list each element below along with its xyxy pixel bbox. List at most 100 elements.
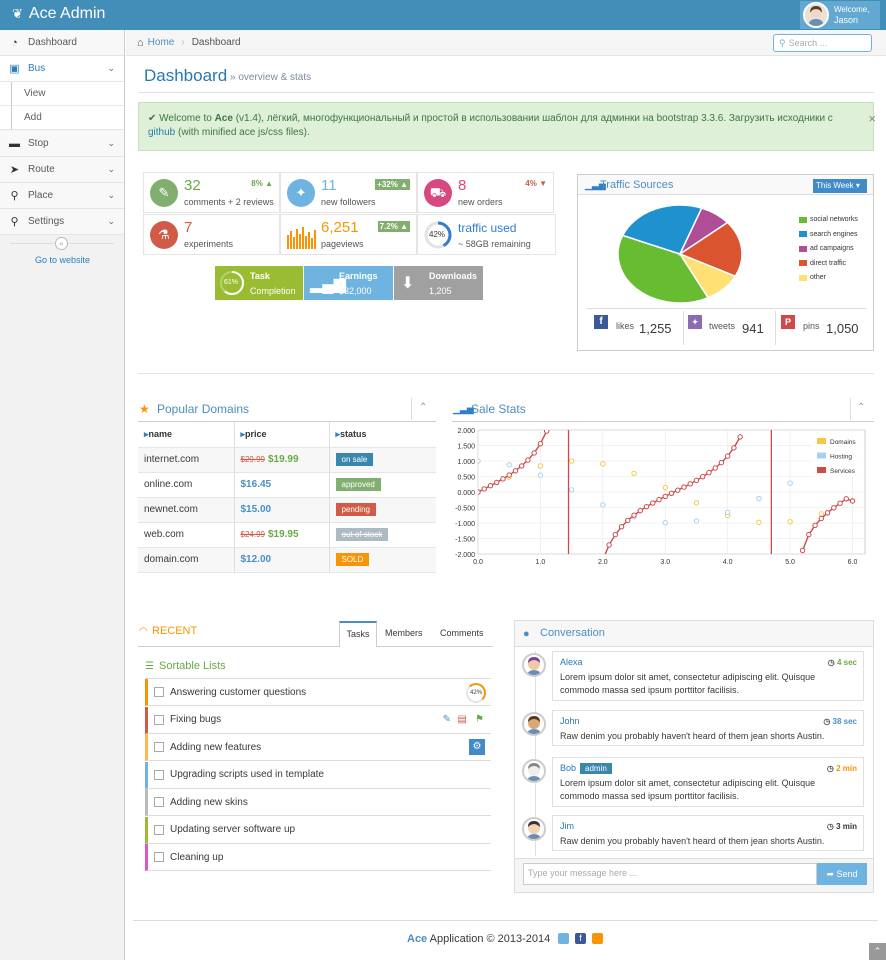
- task-item[interactable]: Answering customer questions 42%: [145, 679, 491, 706]
- downloads-box[interactable]: ⬇ Downloads 1,205: [394, 266, 483, 300]
- task-checkbox[interactable]: [154, 852, 164, 862]
- sidebar-item-bus[interactable]: ▣ Bus ⌄: [0, 56, 124, 82]
- task-item[interactable]: Fixing bugs ✎ ▤ ⚑: [145, 706, 491, 734]
- chevron-up-icon[interactable]: ⌃: [419, 402, 428, 413]
- data-point: [718, 459, 725, 466]
- legend-label: Services: [830, 468, 856, 475]
- period-dropdown[interactable]: This Week ▾: [813, 179, 867, 193]
- sidebar-item-place[interactable]: ⚲ Place ⌄: [0, 183, 124, 209]
- check-icon: ✔: [148, 113, 157, 124]
- data-point: [612, 531, 619, 538]
- task-checkbox[interactable]: [154, 687, 164, 697]
- message-author[interactable]: Bob: [560, 763, 577, 773]
- tab-members[interactable]: Members: [385, 628, 423, 638]
- table-row[interactable]: newnet.com $15.00 pending: [138, 497, 436, 523]
- legend-item: search engines: [799, 231, 857, 238]
- sidebar-item-route[interactable]: ➤ Route ⌄: [0, 157, 124, 183]
- sidebar-collapse-button[interactable]: «: [55, 237, 68, 250]
- data-point: [756, 495, 762, 502]
- task-checkbox[interactable]: [154, 797, 164, 807]
- task-item[interactable]: Adding new features ⚙: [145, 734, 491, 761]
- column-header[interactable]: ▸status: [328, 422, 436, 448]
- message-item: John ◷ 38 sec Raw denim you probably haven…: [552, 710, 864, 746]
- message-time: ◷ 2 min: [826, 764, 857, 773]
- rss-icon[interactable]: [592, 933, 603, 944]
- chevron-down-icon: ⌄: [107, 216, 115, 226]
- legend-label: Hosting: [830, 454, 852, 461]
- go-to-website-link[interactable]: Go to website: [35, 255, 91, 265]
- send-button[interactable]: ➦ Send: [817, 863, 867, 885]
- facebook-icon[interactable]: f: [575, 933, 586, 944]
- scroll-top-button[interactable]: ⌃: [869, 943, 886, 960]
- stat-comments: ✎ 32 comments + 2 reviews 8% ▲: [143, 172, 280, 213]
- search-icon: ⚲: [779, 37, 786, 48]
- message-author[interactable]: Jim: [560, 821, 574, 831]
- x-tick-label: 3.0: [660, 559, 670, 566]
- chevron-up-icon[interactable]: ⌃: [857, 402, 866, 413]
- column-header[interactable]: ▸name: [138, 422, 234, 448]
- task-label: Upgrading scripts used in template: [170, 769, 324, 780]
- task-item[interactable]: Upgrading scripts used in template: [145, 761, 491, 789]
- search-input[interactable]: ⚲ Search ...: [773, 34, 872, 52]
- message-author[interactable]: Alexa: [560, 657, 583, 667]
- task-item[interactable]: Adding new skins: [145, 789, 491, 816]
- list-icon: ☰: [145, 661, 154, 672]
- comment-icon: ●: [523, 628, 530, 640]
- message-input[interactable]: Type your message here ...: [523, 863, 817, 885]
- table-row[interactable]: web.com $24.99 $19.95 out of stock: [138, 522, 436, 548]
- comments-icon: ✎: [150, 179, 178, 207]
- x-tick-label: 6.0: [848, 559, 858, 566]
- data-point: [494, 479, 500, 486]
- tachometer-icon: ◔: [11, 36, 18, 49]
- flag-icon[interactable]: ⚑: [475, 714, 484, 725]
- column-header[interactable]: ▸price: [233, 422, 329, 448]
- message-item: Bob admin ◷ 2 min Lorem ipsum dolor sit ame…: [552, 757, 864, 807]
- tab-comments[interactable]: Comments: [440, 628, 484, 638]
- table-row[interactable]: domain.com $12.00 SOLD: [138, 547, 436, 573]
- github-link[interactable]: github: [148, 127, 176, 138]
- task-completion-box[interactable]: 61% Task Completion: [215, 266, 303, 300]
- task-checkbox[interactable]: [154, 769, 164, 780]
- data-point: [662, 519, 668, 526]
- share-icon: ➦: [826, 869, 834, 879]
- data-point: [687, 481, 693, 487]
- download-icon: ⬇: [401, 275, 415, 292]
- stat-orders: ⛟ 8 new orders 4% ▼: [417, 172, 554, 213]
- sidebar-item-settings[interactable]: ⚲ Settings ⌄: [0, 209, 124, 235]
- earnings-box[interactable]: ▂▄▆ Earnings $32,000: [304, 266, 393, 300]
- tab-tasks[interactable]: Tasks: [339, 621, 377, 647]
- brand[interactable]: ❦ Ace Admin: [12, 5, 105, 23]
- domain-name: web.com: [138, 522, 234, 548]
- trash-icon[interactable]: ▤: [457, 714, 467, 725]
- traffic-sources-panel: ▁▃▅ Traffic Sources This Week ▾ social n…: [577, 174, 874, 351]
- sidebar-item-dashboard[interactable]: ◔ Dashboard: [0, 30, 124, 56]
- data-point: [662, 484, 668, 491]
- car-icon: ▬: [9, 137, 20, 150]
- sidebar-item-stop[interactable]: ▬ Stop ⌄: [0, 131, 124, 157]
- task-checkbox[interactable]: [154, 742, 164, 752]
- table-row[interactable]: online.com $16.45 approved: [138, 472, 436, 498]
- table-row[interactable]: internet.com $29.99 $19.99 on sale: [138, 447, 436, 473]
- task-item[interactable]: Updating server software up: [145, 816, 491, 844]
- user-menu[interactable]: Welcome, Jason: [800, 1, 880, 29]
- task-checkbox[interactable]: [154, 714, 164, 725]
- sidebar-subitem-add[interactable]: Add: [0, 106, 124, 130]
- pencil-icon[interactable]: ✎: [442, 714, 451, 725]
- close-icon[interactable]: ×: [868, 111, 876, 126]
- facebook-icon: f: [594, 315, 608, 329]
- data-point: [512, 468, 519, 474]
- task-checkbox[interactable]: [154, 824, 164, 835]
- data-point: [506, 472, 512, 478]
- task-item[interactable]: Cleaning up: [145, 844, 491, 871]
- twitter-icon[interactable]: [558, 933, 569, 944]
- progress-ring-icon: 42%: [466, 683, 486, 703]
- avatar: [522, 817, 546, 841]
- gear-icon[interactable]: ⚙: [469, 739, 485, 755]
- sidebar-subitem-view[interactable]: View: [0, 82, 124, 106]
- chevron-down-icon: ▾: [855, 181, 860, 190]
- x-tick-label: 4.0: [723, 559, 733, 566]
- breadcrumb-home[interactable]: Home: [147, 37, 175, 48]
- data-point: [481, 486, 487, 492]
- avatar: [522, 712, 546, 736]
- message-author[interactable]: John: [560, 716, 580, 726]
